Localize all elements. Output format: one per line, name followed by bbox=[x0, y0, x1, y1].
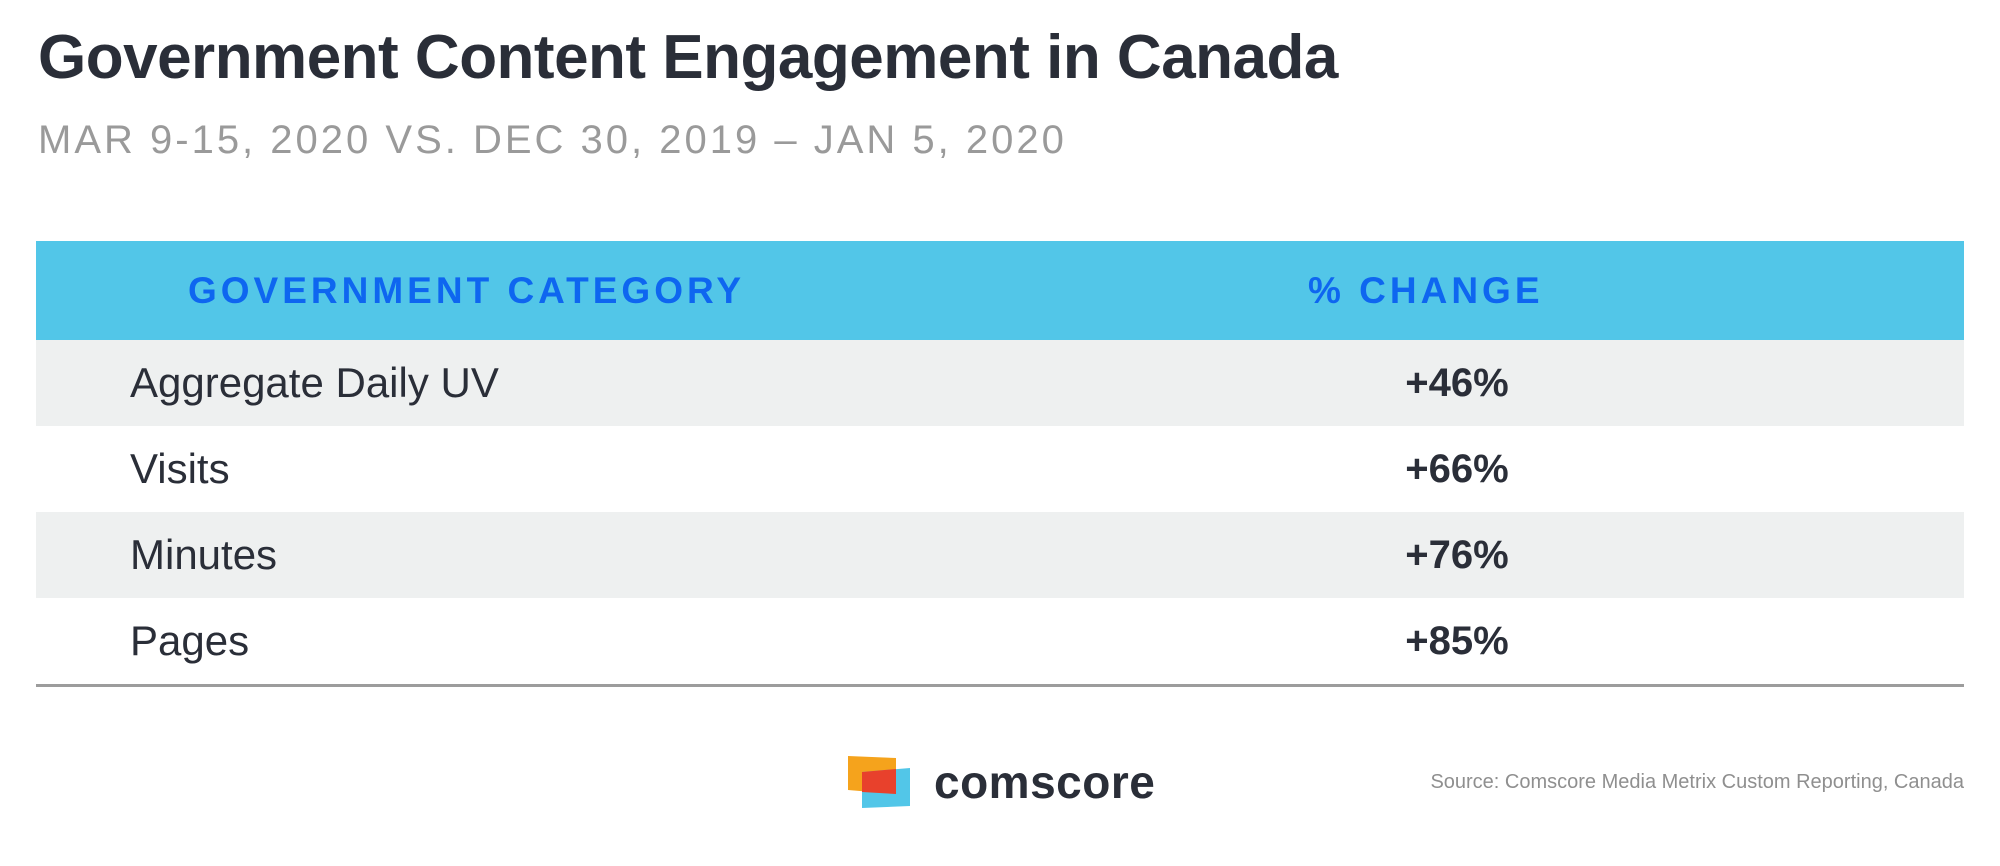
row-change: +46% bbox=[1405, 361, 1509, 405]
row-change: +66% bbox=[1405, 447, 1509, 491]
table-row: Aggregate Daily UV +46% bbox=[36, 340, 1964, 426]
table-header-row: GOVERNMENT CATEGORY % CHANGE bbox=[36, 241, 1964, 340]
row-category: Aggregate Daily UV bbox=[130, 359, 499, 406]
chart-title: Government Content Engagement in Canada bbox=[38, 23, 1338, 92]
table-row: Visits +66% bbox=[36, 426, 1964, 512]
comscore-logo: comscore bbox=[846, 754, 1176, 810]
table-row: Pages +85% bbox=[36, 598, 1964, 684]
table-bottom-divider bbox=[36, 684, 1964, 687]
logo-red-shape bbox=[862, 769, 896, 794]
comscore-logo-text: comscore bbox=[934, 756, 1156, 808]
engagement-table: GOVERNMENT CATEGORY % CHANGE Aggregate D… bbox=[36, 241, 1964, 687]
source-note: Source: Comscore Media Metrix Custom Rep… bbox=[1430, 771, 1964, 793]
header-change: % CHANGE bbox=[1308, 270, 1544, 311]
row-category: Visits bbox=[130, 445, 230, 492]
table-row: Minutes +76% bbox=[36, 512, 1964, 598]
row-change: +76% bbox=[1405, 533, 1509, 577]
comscore-logo-icon bbox=[848, 756, 910, 808]
row-change: +85% bbox=[1405, 619, 1509, 663]
header-category: GOVERNMENT CATEGORY bbox=[188, 270, 746, 311]
chart-subtitle: MAR 9-15, 2020 VS. DEC 30, 2019 – JAN 5,… bbox=[38, 118, 1067, 162]
row-category: Pages bbox=[130, 617, 250, 664]
row-category: Minutes bbox=[130, 531, 278, 578]
